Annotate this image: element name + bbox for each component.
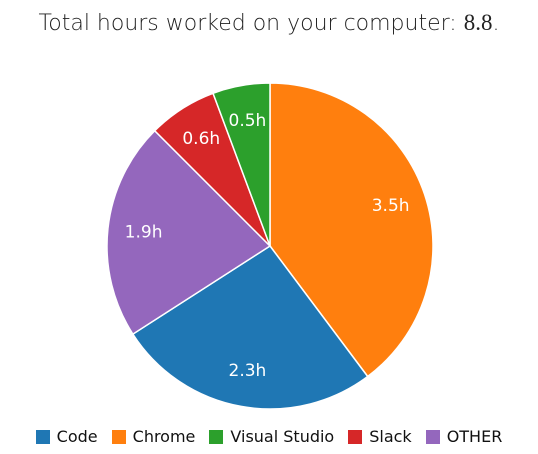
legend-swatch bbox=[348, 429, 363, 444]
legend-label: Slack bbox=[369, 427, 412, 446]
legend-item: OTHER bbox=[425, 427, 503, 446]
legend: Chrome Code OTHER Slack Visual Studio bbox=[0, 427, 538, 446]
pie-slice bbox=[212, 82, 271, 247]
legend-item: Code bbox=[35, 427, 98, 446]
value-label: 0.5h bbox=[229, 111, 267, 131]
title-text: Total hours worked on your computer: bbox=[38, 11, 457, 36]
legend-item: Chrome bbox=[111, 427, 196, 446]
legend-item: Slack bbox=[348, 427, 412, 446]
value-label: 1.9h bbox=[125, 222, 163, 242]
legend-item: Visual Studio bbox=[209, 427, 334, 446]
title-end: . bbox=[492, 11, 500, 36]
chart-title: Total hours worked on your computer: 8.8… bbox=[0, 10, 538, 36]
chart: 3.5h 2.3h 1.9h 0.6h 0.5h bbox=[106, 82, 434, 410]
legend-label: Code bbox=[56, 427, 98, 446]
pie-slice bbox=[269, 82, 434, 378]
legend-label: Visual Studio bbox=[230, 427, 335, 446]
legend-swatch bbox=[111, 429, 126, 444]
total: 8.8 bbox=[463, 10, 493, 35]
legend-swatch bbox=[209, 429, 224, 444]
legend-label: OTHER bbox=[446, 427, 503, 446]
pie-slice bbox=[131, 244, 369, 410]
pie-slice bbox=[106, 129, 272, 336]
value-label: 0.6h bbox=[182, 129, 220, 149]
legend-swatch bbox=[35, 429, 50, 444]
legend-swatch bbox=[425, 429, 440, 444]
value-label: 2.3h bbox=[229, 361, 267, 381]
legend-label: Chrome bbox=[132, 427, 196, 446]
value-label: 3.5h bbox=[372, 196, 410, 216]
